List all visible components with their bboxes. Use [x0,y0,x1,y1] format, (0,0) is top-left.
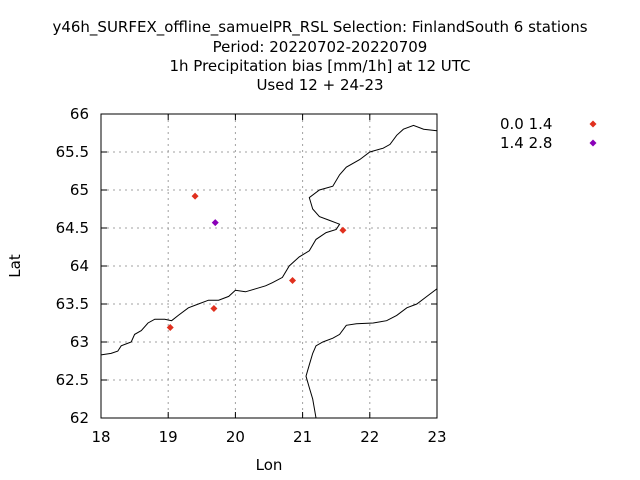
legend-label-series-2: 1.4 2.8 [500,134,553,152]
chart-title-line-4: Used 12 + 24-23 [256,76,384,94]
data-point [166,324,174,332]
x-tick-label: 23 [427,428,446,446]
y-tick-label: 63.5 [56,295,89,313]
chart-title-line-3: 1h Precipitation bias [mm/1h] at 12 UTC [169,57,471,75]
y-tick-label: 64.5 [56,219,89,237]
x-tick-label: 21 [293,428,312,446]
data-point [339,226,347,234]
x-tick-label: 19 [159,428,178,446]
y-tick-label: 64 [70,257,89,275]
y-tick-label: 65 [70,181,89,199]
y-tick-label: 65.5 [56,143,89,161]
y-axis-label: Lat [6,254,24,278]
coastline [101,124,437,356]
chart-title-line-1: y46h_SURFEX_offline_samuelPR_RSL Selecti… [52,18,588,36]
coastline [305,288,437,418]
x-axis-label: Lon [256,456,283,474]
x-tick-label: 20 [226,428,245,446]
legend-marker [589,120,597,128]
data-point [289,276,297,284]
data-point [210,305,218,313]
y-tick-label: 66 [70,105,89,123]
plot-frame [100,113,438,419]
y-tick-label: 62 [70,409,89,427]
chart-title-line-2: Period: 20220702-20220709 [212,38,428,56]
y-tick-label: 63 [70,333,89,351]
y-tick-label: 62.5 [56,371,89,389]
x-tick-label: 18 [91,428,110,446]
legend-label-series-1: 0.0 1.4 [500,115,553,133]
data-point [191,192,199,200]
legend-marker [589,139,597,147]
x-tick-label: 22 [360,428,379,446]
data-point [211,219,219,227]
